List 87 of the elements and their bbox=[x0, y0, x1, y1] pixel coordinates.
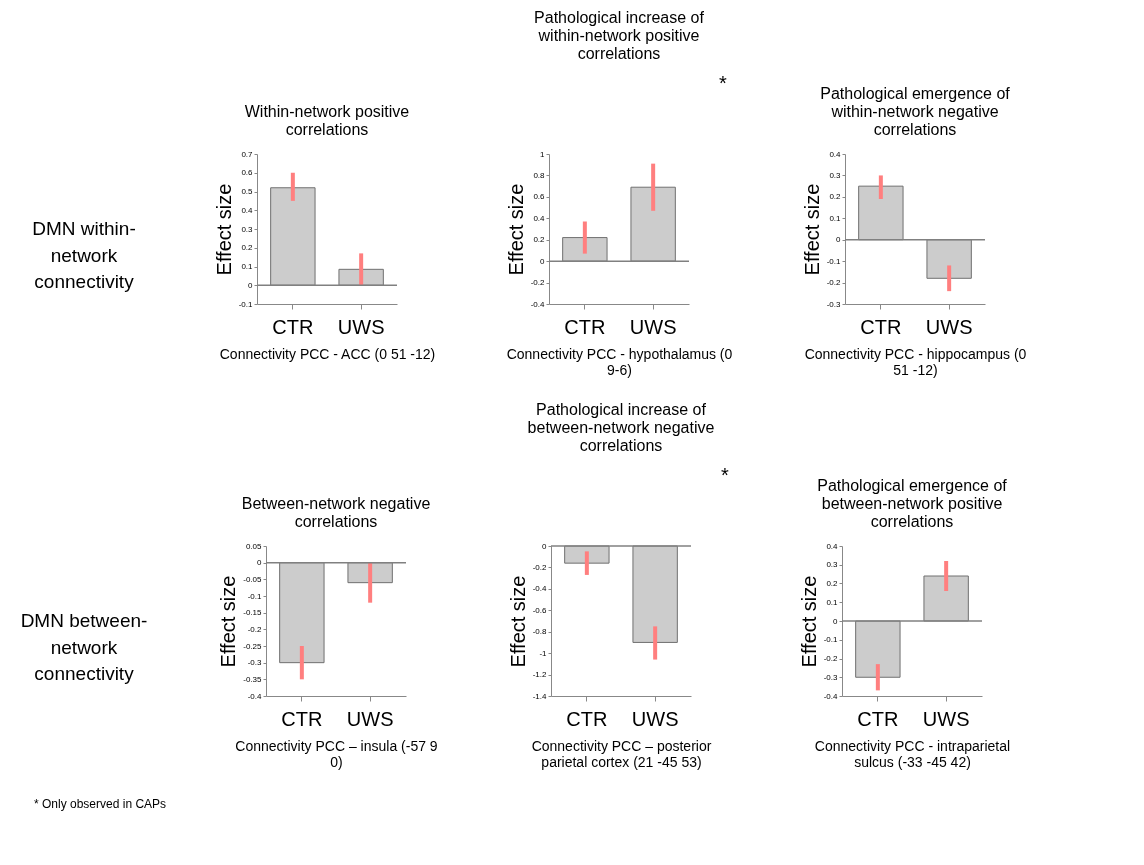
y-axis-title: Effect size bbox=[797, 575, 820, 668]
x-axis-title: Connectivity PCC - intraparietal sulcus (-33 -45 42) bbox=[814, 737, 1011, 770]
y-tick-label: 0.1 bbox=[241, 262, 254, 271]
y-tick-label: 0 bbox=[833, 616, 839, 626]
y-tick-label: 0.2 bbox=[241, 243, 254, 253]
y-tick-label: -0.15 bbox=[243, 608, 263, 618]
y-tick-label: 0.6 bbox=[533, 192, 546, 202]
text: DMN between-network connectivity bbox=[20, 610, 148, 685]
y-tick-label: 0.3 bbox=[829, 170, 842, 180]
y-tick-label: 0.4 bbox=[826, 541, 839, 551]
y-tick-label: 0.05 bbox=[245, 541, 263, 551]
x-tick-label: UWS bbox=[922, 707, 970, 730]
chart-title: Pathological emergence of within-network negative correlations bbox=[820, 85, 1011, 138]
y-tick-label: -0.1 bbox=[826, 256, 842, 266]
text: DMN within-network connectivity bbox=[32, 218, 136, 293]
chart-title: Pathological increase of within-network positive correlations bbox=[534, 9, 705, 62]
y-tick-label: -0.2 bbox=[532, 562, 548, 572]
x-tick-label: CTR bbox=[281, 707, 323, 730]
y-tick-label: -0.8 bbox=[532, 627, 548, 637]
y-tick-label: 0.7 bbox=[241, 149, 254, 159]
y-axis-title: Effect size bbox=[212, 183, 235, 276]
y-tick-label: 0.6 bbox=[241, 168, 254, 178]
x-tick-label: UWS bbox=[346, 707, 394, 730]
y-tick-label: -0.05 bbox=[243, 574, 263, 584]
y-tick-label: 0.4 bbox=[533, 213, 546, 223]
x-axis-title: Connectivity PCC - hippocampus (0 51 -12) bbox=[804, 345, 1027, 378]
y-tick-label: 0 bbox=[257, 558, 263, 568]
x-tick-label: CTR bbox=[272, 315, 314, 338]
y-tick-label: -0.1 bbox=[823, 635, 839, 645]
x-tick-label: UWS bbox=[631, 707, 679, 730]
y-tick-label: 1 bbox=[540, 149, 546, 159]
chart-title: Pathological increase of between-network negative correlations bbox=[527, 401, 715, 454]
y-tick-label: -0.3 bbox=[823, 672, 839, 682]
y-tick-label: -0.1 bbox=[247, 591, 263, 601]
x-axis-title: Connectivity PCC – insula (-57 9 0) bbox=[235, 737, 438, 770]
y-tick-label: -0.4 bbox=[247, 691, 263, 701]
x-tick-label: CTR bbox=[860, 315, 902, 338]
y-tick-label: 0.2 bbox=[533, 235, 546, 245]
x-axis-title: Connectivity PCC – posterior parietal cortex (21 -45 53) bbox=[531, 737, 712, 770]
y-tick-label: 0.2 bbox=[829, 192, 842, 202]
x-tick-label: CTR bbox=[857, 707, 899, 730]
y-tick-label: 0.3 bbox=[826, 560, 839, 570]
chart-title: Within-network positive correlations bbox=[244, 103, 410, 138]
y-tick-label: 0 bbox=[836, 235, 842, 245]
y-tick-label: -1 bbox=[539, 648, 548, 658]
text: * Only observed in CAPs bbox=[34, 797, 167, 811]
y-tick-label: -0.4 bbox=[823, 691, 839, 701]
x-tick-label: CTR bbox=[566, 707, 608, 730]
y-tick-label: -1.2 bbox=[532, 670, 548, 680]
y-axis-title: Effect size bbox=[800, 183, 823, 276]
y-tick-label: 0.1 bbox=[826, 597, 839, 607]
y-tick-label: 0.2 bbox=[826, 579, 839, 588]
x-tick-label: CTR bbox=[564, 315, 606, 338]
y-tick-label: 0.5 bbox=[241, 187, 254, 196]
y-tick-label: 0 bbox=[542, 541, 548, 551]
text: * bbox=[719, 72, 727, 94]
y-tick-label: -0.6 bbox=[532, 605, 548, 615]
chart-title: Between-network negative correlations bbox=[241, 495, 431, 530]
y-tick-label: -0.25 bbox=[243, 641, 263, 651]
y-tick-label: 0 bbox=[248, 280, 254, 290]
y-tick-label: 0.4 bbox=[241, 205, 254, 215]
y-tick-label: -0.2 bbox=[823, 654, 839, 663]
y-tick-label: -0.4 bbox=[530, 299, 546, 309]
y-axis-title: Effect size bbox=[504, 183, 527, 276]
y-tick-label: -0.4 bbox=[532, 584, 548, 594]
x-tick-label: UWS bbox=[629, 315, 677, 338]
chart-title: Pathological emergence of between-network positive correlations bbox=[817, 477, 1008, 530]
x-axis-title: Connectivity PCC - hypothalamus (0 9-6) bbox=[506, 345, 733, 378]
y-tick-label: -1.4 bbox=[532, 691, 548, 701]
y-tick-label: -0.2 bbox=[530, 278, 546, 288]
y-tick-label: -0.2 bbox=[247, 624, 263, 634]
y-tick-label: 0.3 bbox=[241, 224, 254, 234]
x-tick-label: UWS bbox=[337, 315, 385, 338]
y-tick-label: 0.4 bbox=[829, 149, 842, 159]
y-tick-label: -0.1 bbox=[238, 299, 254, 309]
x-axis-title: Connectivity PCC - ACC (0 51 -12) bbox=[219, 345, 436, 362]
y-tick-label: -0.3 bbox=[826, 299, 842, 309]
y-axis-title: Effect size bbox=[217, 575, 240, 668]
x-tick-label: UWS bbox=[925, 315, 973, 338]
y-axis-title: Effect size bbox=[506, 575, 529, 668]
y-tick-label: 0.1 bbox=[829, 213, 842, 223]
y-tick-label: -0.2 bbox=[826, 278, 842, 288]
y-tick-label: -0.35 bbox=[243, 674, 263, 684]
y-tick-label: 0.8 bbox=[533, 170, 546, 180]
text: * bbox=[721, 464, 729, 486]
y-tick-label: 0 bbox=[540, 256, 546, 266]
y-tick-label: -0.3 bbox=[247, 658, 263, 668]
